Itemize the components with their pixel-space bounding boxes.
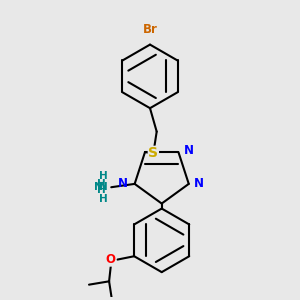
Text: N: N bbox=[194, 177, 204, 190]
Text: H
N
H: H N H bbox=[99, 171, 108, 204]
Text: H: H bbox=[98, 185, 106, 195]
Text: N: N bbox=[94, 182, 103, 192]
Text: N: N bbox=[118, 177, 128, 190]
Text: O: O bbox=[106, 253, 116, 266]
Text: H: H bbox=[98, 179, 106, 189]
Text: N: N bbox=[183, 144, 194, 157]
Text: Br: Br bbox=[142, 23, 158, 36]
Text: S: S bbox=[148, 146, 158, 160]
